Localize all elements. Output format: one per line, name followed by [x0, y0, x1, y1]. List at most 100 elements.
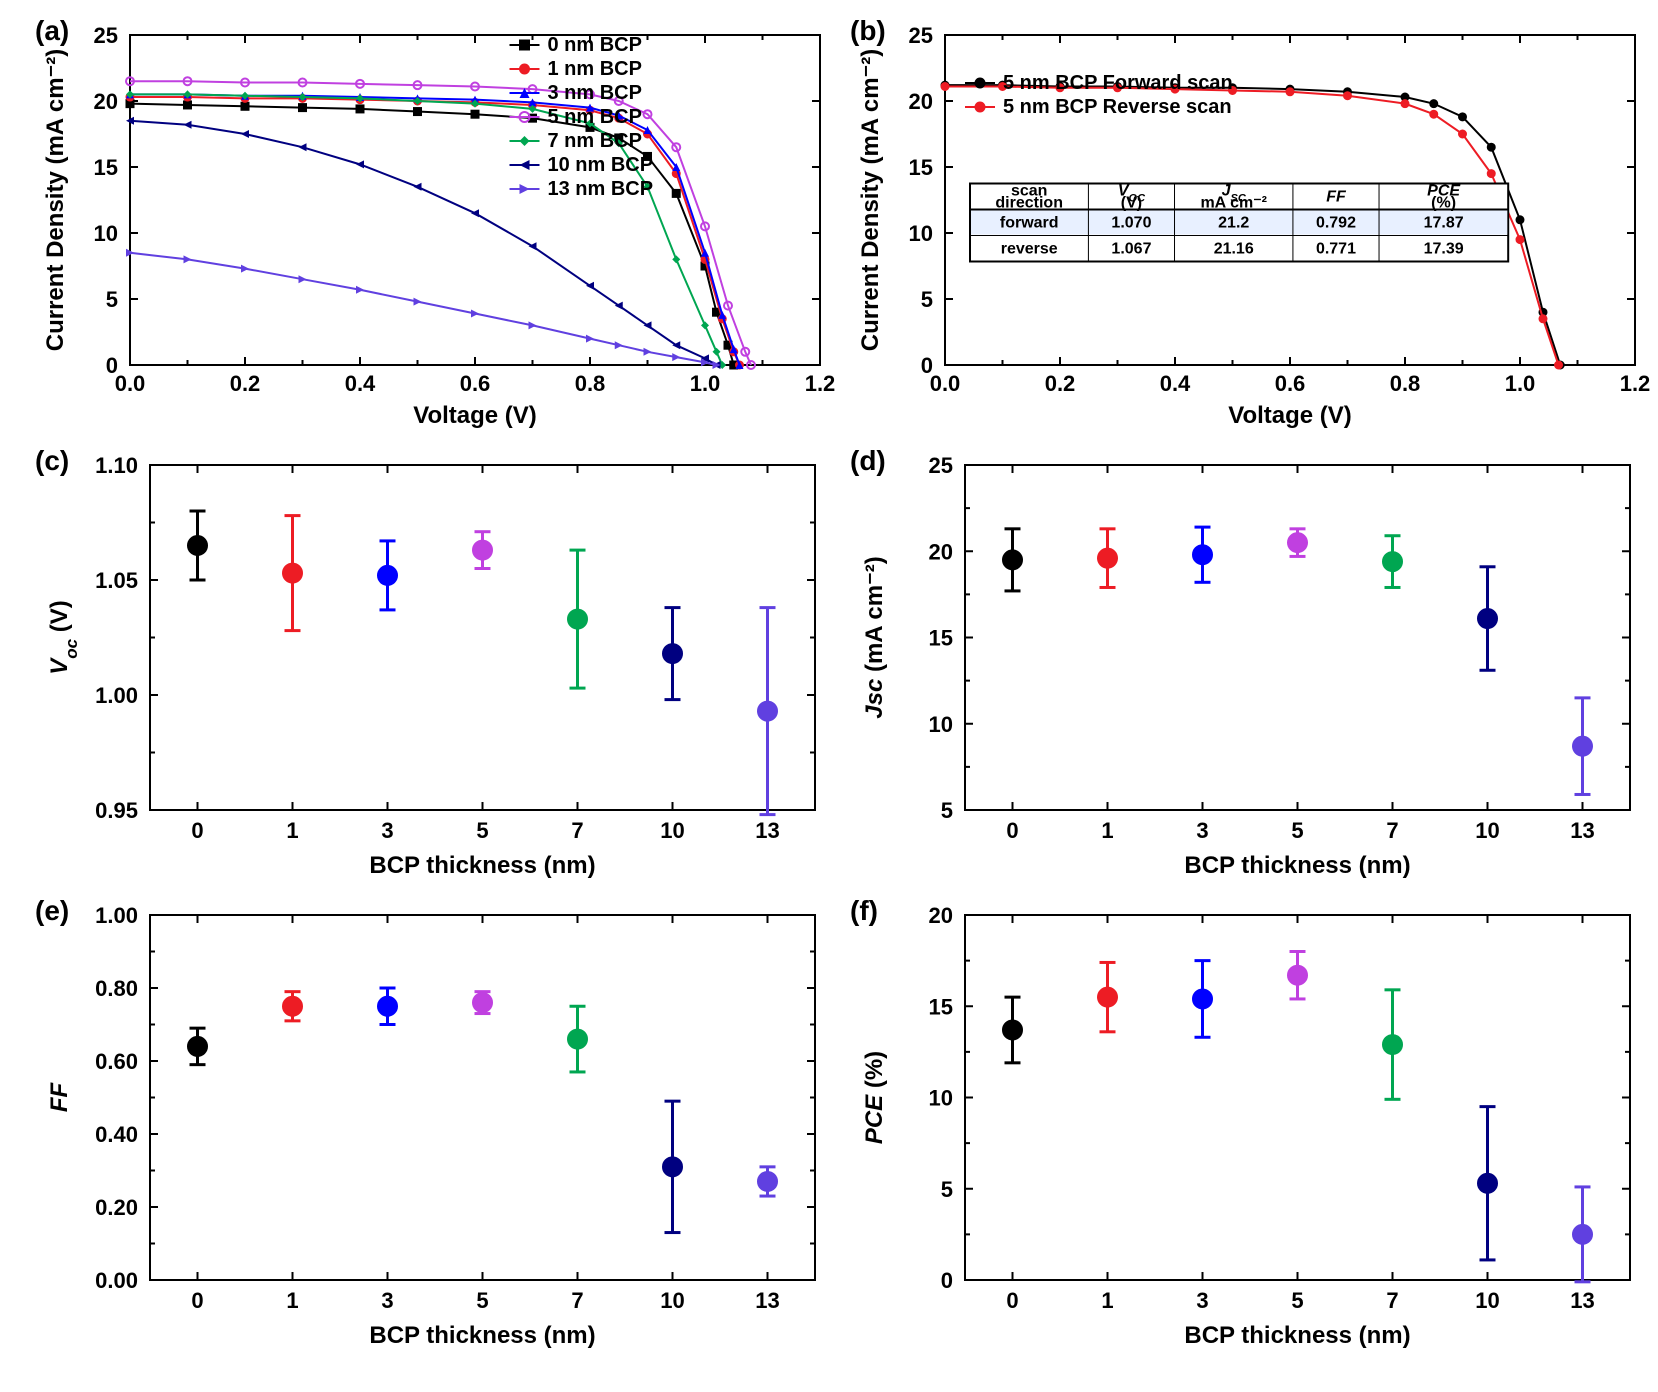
svg-text:15: 15 — [929, 994, 953, 1019]
svg-text:5: 5 — [1291, 1288, 1303, 1313]
svg-text:1 nm BCP: 1 nm BCP — [548, 58, 642, 80]
svg-text:0 nm BCP: 0 nm BCP — [548, 34, 642, 56]
svg-text:BCP thickness (nm): BCP thickness (nm) — [369, 1322, 595, 1349]
svg-text:0.0: 0.0 — [930, 371, 961, 396]
chart-svg: 013571013510152025BCP thickness (nm)Jsc … — [850, 445, 1650, 885]
svg-text:10: 10 — [1475, 1288, 1499, 1313]
svg-text:0: 0 — [1006, 1288, 1018, 1313]
svg-text:21.16: 21.16 — [1214, 241, 1254, 258]
svg-text:15: 15 — [909, 155, 933, 180]
svg-text:0.95: 0.95 — [95, 798, 138, 823]
chart-svg: 0.00.20.40.60.81.01.20510152025Voltage (… — [35, 15, 835, 435]
panel-label: (c) — [35, 445, 69, 477]
svg-text:(%): (%) — [1431, 195, 1456, 212]
svg-text:1.070: 1.070 — [1111, 215, 1151, 232]
svg-text:BCP thickness (nm): BCP thickness (nm) — [1184, 852, 1410, 879]
svg-text:3: 3 — [1196, 1288, 1208, 1313]
svg-text:0.6: 0.6 — [1275, 371, 1306, 396]
svg-text:10: 10 — [929, 1086, 953, 1111]
svg-text:0.4: 0.4 — [345, 371, 376, 396]
svg-text:10: 10 — [929, 712, 953, 737]
svg-text:21.2: 21.2 — [1218, 215, 1249, 232]
svg-text:7: 7 — [571, 818, 583, 843]
svg-text:0: 0 — [921, 353, 933, 378]
svg-text:1: 1 — [286, 1288, 298, 1313]
panel-label: (f) — [850, 895, 878, 927]
svg-text:Voc (V): Voc (V) — [46, 600, 81, 675]
svg-text:mA cm⁻²: mA cm⁻² — [1200, 195, 1267, 212]
svg-text:Voltage (V): Voltage (V) — [1228, 402, 1352, 429]
svg-text:1.067: 1.067 — [1111, 241, 1151, 258]
svg-text:FF: FF — [1326, 189, 1347, 206]
svg-text:5: 5 — [921, 287, 933, 312]
svg-text:0.771: 0.771 — [1316, 241, 1356, 258]
svg-text:Current Density (mA cm⁻²): Current Density (mA cm⁻²) — [857, 49, 884, 351]
svg-text:5: 5 — [476, 818, 488, 843]
chart-svg: 01357101305101520BCP thickness (nm)PCE (… — [850, 895, 1650, 1355]
svg-text:0: 0 — [191, 1288, 203, 1313]
svg-text:0.40: 0.40 — [95, 1122, 138, 1147]
svg-text:0.60: 0.60 — [95, 1049, 138, 1074]
panel-label: (b) — [850, 15, 886, 47]
svg-text:17.87: 17.87 — [1424, 215, 1464, 232]
svg-text:5 nm BCP Reverse scan: 5 nm BCP Reverse scan — [1003, 96, 1232, 118]
svg-text:Current Density (mA cm⁻²): Current Density (mA cm⁻²) — [42, 49, 69, 351]
svg-text:10: 10 — [660, 1288, 684, 1313]
svg-text:13: 13 — [1570, 1288, 1594, 1313]
svg-text:10: 10 — [94, 221, 118, 246]
svg-text:1.0: 1.0 — [1505, 371, 1536, 396]
svg-text:5 nm BCP: 5 nm BCP — [548, 106, 642, 128]
svg-text:25: 25 — [94, 23, 118, 48]
svg-text:Jsc (mA cm⁻²): Jsc (mA cm⁻²) — [861, 556, 888, 719]
panel-label: (d) — [850, 445, 886, 477]
svg-text:10: 10 — [660, 818, 684, 843]
svg-text:13: 13 — [755, 1288, 779, 1313]
svg-text:0.6: 0.6 — [460, 371, 491, 396]
svg-text:0: 0 — [941, 1268, 953, 1293]
svg-text:forward: forward — [1000, 215, 1059, 232]
svg-text:25: 25 — [909, 23, 933, 48]
svg-text:0: 0 — [106, 353, 118, 378]
svg-text:0.00: 0.00 — [95, 1268, 138, 1293]
svg-text:10: 10 — [1475, 818, 1499, 843]
svg-text:BCP thickness (nm): BCP thickness (nm) — [369, 852, 595, 879]
svg-text:0.0: 0.0 — [115, 371, 146, 396]
svg-text:0: 0 — [1006, 818, 1018, 843]
svg-text:direction: direction — [995, 195, 1063, 212]
svg-text:1.2: 1.2 — [1620, 371, 1650, 396]
svg-text:0.4: 0.4 — [1160, 371, 1191, 396]
chart-svg: 0135710130.000.200.400.600.801.00BCP thi… — [35, 895, 835, 1355]
svg-text:15: 15 — [94, 155, 118, 180]
svg-text:0.792: 0.792 — [1316, 215, 1356, 232]
panel-label: (e) — [35, 895, 69, 927]
svg-text:7 nm BCP: 7 nm BCP — [548, 130, 642, 152]
svg-text:20: 20 — [909, 89, 933, 114]
svg-text:5: 5 — [941, 1177, 953, 1202]
svg-text:13: 13 — [1570, 818, 1594, 843]
svg-text:7: 7 — [1386, 1288, 1398, 1313]
svg-text:PCE (%): PCE (%) — [861, 1051, 888, 1144]
svg-text:BCP thickness (nm): BCP thickness (nm) — [1184, 1322, 1410, 1349]
svg-text:1: 1 — [1101, 1288, 1113, 1313]
svg-text:(V): (V) — [1121, 195, 1142, 212]
svg-text:5: 5 — [941, 798, 953, 823]
svg-text:1.2: 1.2 — [805, 371, 835, 396]
svg-text:0.8: 0.8 — [575, 371, 606, 396]
svg-text:1.05: 1.05 — [95, 568, 138, 593]
svg-text:1.00: 1.00 — [95, 903, 138, 928]
svg-text:1: 1 — [1101, 818, 1113, 843]
svg-text:1: 1 — [286, 818, 298, 843]
svg-text:5: 5 — [106, 287, 118, 312]
svg-text:0.80: 0.80 — [95, 976, 138, 1001]
svg-text:5 nm BCP Forward scan: 5 nm BCP Forward scan — [1003, 72, 1233, 94]
svg-text:17.39: 17.39 — [1424, 241, 1464, 258]
svg-text:5: 5 — [476, 1288, 488, 1313]
svg-text:13: 13 — [755, 818, 779, 843]
svg-text:20: 20 — [929, 903, 953, 928]
svg-text:20: 20 — [94, 89, 118, 114]
chart-svg: 0.00.20.40.60.81.01.20510152025Voltage (… — [850, 15, 1650, 435]
svg-text:FF: FF — [46, 1082, 73, 1113]
svg-text:reverse: reverse — [1001, 241, 1058, 258]
svg-text:1.0: 1.0 — [690, 371, 721, 396]
svg-text:1.10: 1.10 — [95, 453, 138, 478]
